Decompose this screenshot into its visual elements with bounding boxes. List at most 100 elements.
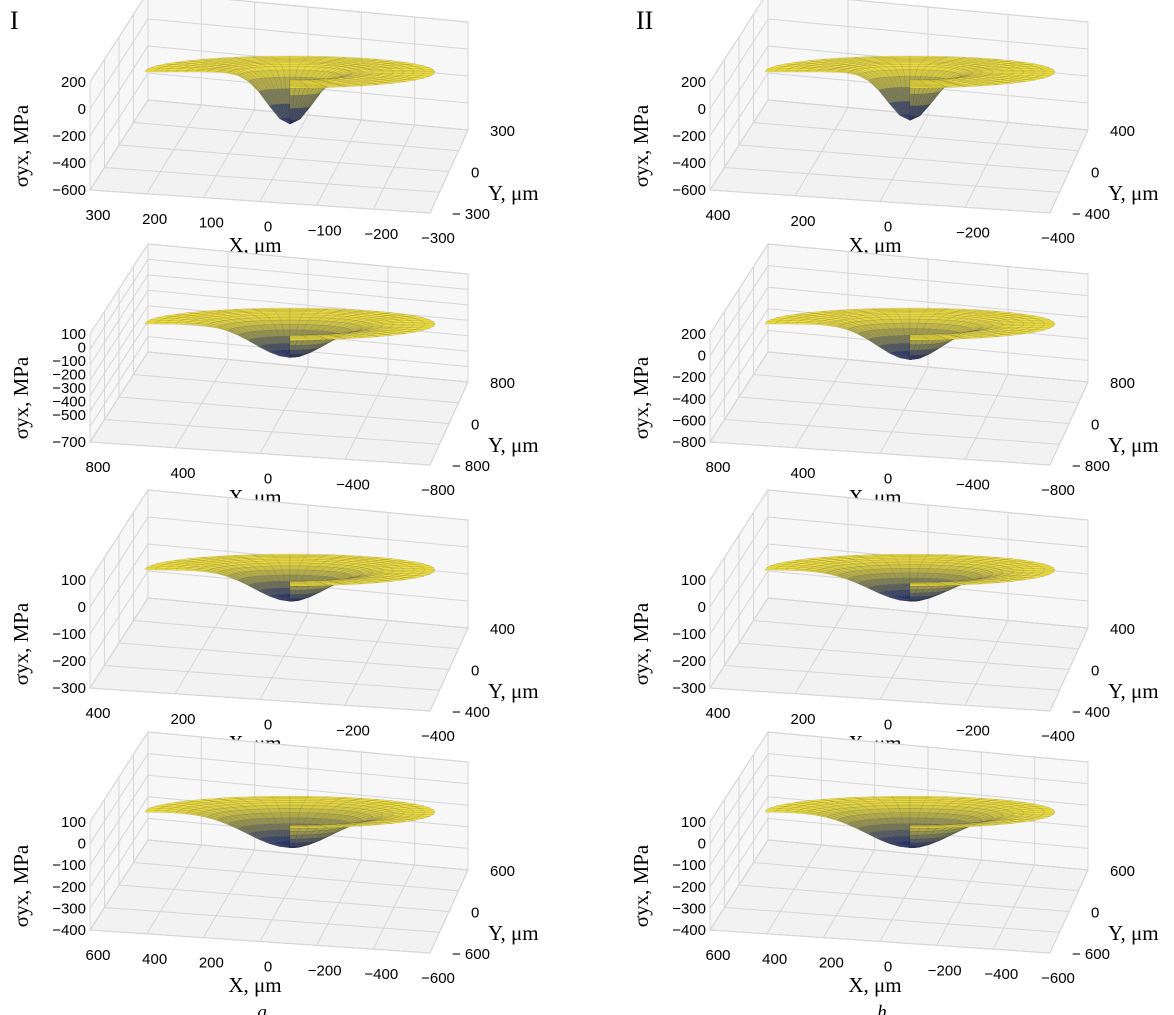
surface-patch: [281, 813, 291, 818]
surface-patch: [901, 319, 911, 323]
surface-patch: [290, 317, 301, 320]
z-tick-label: 0: [698, 836, 706, 853]
surface-patch: [910, 558, 925, 560]
surface-patch: [413, 70, 424, 72]
surface-patch: [982, 72, 993, 73]
y-tick-label: 0: [1091, 663, 1099, 680]
surface-patch: [281, 64, 291, 66]
surface-patch: [275, 801, 290, 803]
surface-patch: [928, 86, 948, 88]
surface-patch: [275, 558, 290, 560]
y-tick-label: − 400: [452, 704, 490, 721]
surface-patch: [1033, 570, 1044, 572]
surface-patch: [1023, 324, 1034, 326]
surface-patch: [910, 809, 921, 813]
y-axis-label: Y, μm: [1108, 921, 1159, 945]
x-tick-label: −800: [421, 482, 455, 499]
surface-patch: [910, 313, 924, 315]
surface-patch: [891, 796, 910, 797]
y-tick-label: 600: [490, 863, 515, 880]
surface-patch: [892, 555, 910, 556]
x-tick-label: −100: [308, 222, 342, 239]
x-tick-label: 400: [762, 951, 787, 968]
z-tick-label: −200: [672, 653, 706, 670]
surface-patch: [899, 565, 910, 569]
surface-patch: [155, 70, 166, 72]
surface-patch: [910, 557, 926, 559]
surface-patch: [382, 72, 393, 74]
z-tick-label: −300: [672, 900, 706, 917]
surface-patch: [897, 803, 911, 806]
z-tick-label: −400: [672, 391, 706, 408]
surface-patch: [796, 322, 807, 324]
surface-patch: [910, 829, 920, 832]
surface-patch: [910, 314, 922, 316]
surface-patch: [910, 568, 920, 573]
x-tick-label: −200: [956, 722, 990, 739]
z-tick-label: −300: [52, 680, 86, 697]
surface-patch: [897, 560, 911, 562]
surface-patch: [281, 566, 291, 570]
x-tick-label: −400: [364, 966, 398, 983]
surface-patch: [277, 803, 291, 806]
z-axis-label: σyx, MPa: [629, 356, 653, 439]
z-tick-label: −600: [672, 182, 706, 199]
y-tick-label: 0: [471, 905, 479, 922]
surface-patch: [290, 561, 302, 563]
surface-patch: [910, 796, 929, 797]
y-tick-label: 0: [471, 417, 479, 434]
surface-patch: [910, 827, 929, 828]
surface-patch: [362, 72, 373, 73]
surface-patch: [910, 312, 925, 313]
x-tick-label: 200: [819, 955, 844, 972]
surface-patch: [775, 70, 786, 72]
surface-patch: [786, 70, 797, 72]
y-tick-label: − 600: [452, 946, 490, 963]
y-tick-label: 0: [1091, 905, 1099, 922]
surface-patch: [910, 87, 929, 88]
surface-patch: [910, 565, 921, 569]
z-axis-label: σyx, MPa: [629, 104, 653, 187]
x-tick-label: −200: [928, 962, 962, 979]
surface-patch: [277, 559, 291, 561]
surface-patch: [145, 70, 157, 72]
surface-patch: [424, 322, 436, 324]
z-tick-label: 0: [698, 348, 706, 365]
z-tick-label: −200: [52, 879, 86, 896]
surface-patch: [910, 64, 920, 66]
panel-caption: h: [877, 1002, 887, 1015]
surface-patch: [403, 568, 414, 570]
x-tick-label: 800: [705, 459, 730, 476]
surface-patch: [290, 64, 300, 66]
surface-patch: [817, 71, 828, 72]
surface-patch: [290, 799, 306, 801]
surface-patch: [279, 63, 290, 65]
surface-patch: [176, 569, 187, 571]
surface-patch: [1044, 810, 1056, 812]
z-tick-label: 0: [78, 599, 86, 616]
surface-patch: [290, 339, 309, 340]
x-tick-label: −300: [421, 230, 455, 247]
surface-patch: [279, 809, 290, 813]
surface-patch: [424, 72, 436, 74]
z-tick-label: 100: [61, 572, 86, 589]
z-axis-label: σyx, MPa: [9, 602, 33, 685]
surface-patch: [290, 827, 309, 828]
surface-patch: [765, 70, 777, 72]
surface-patch: [1023, 70, 1034, 72]
surface-patch: [393, 570, 404, 572]
z-tick-label: −500: [52, 407, 86, 424]
surface-patch: [290, 829, 300, 832]
surface-patch: [413, 812, 424, 814]
surface-patch: [901, 64, 911, 66]
y-tick-label: 600: [1110, 863, 1135, 880]
y-axis-label: Y, μm: [488, 679, 539, 703]
y-tick-label: 400: [1110, 621, 1135, 638]
z-axis-label: σyx, MPa: [9, 844, 33, 927]
